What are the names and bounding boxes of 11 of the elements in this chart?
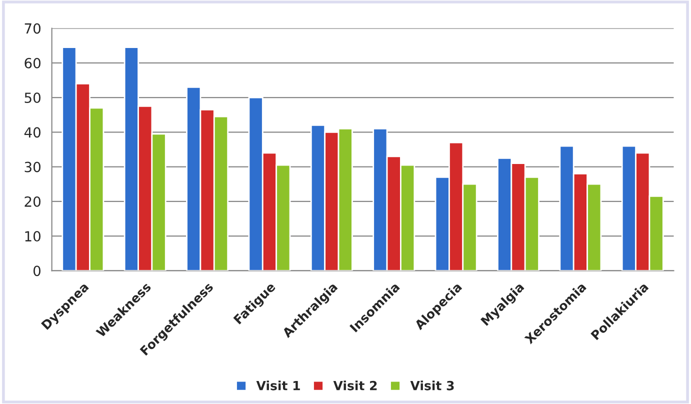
y-tick-label: 0 [33, 266, 40, 276]
legend-label: Visit 3 [410, 380, 454, 390]
legend-label: Visit 2 [333, 380, 377, 390]
y-tick-label: 20 [24, 196, 40, 207]
legend-label: Visit 1 [256, 380, 300, 390]
y-tick-label: 60 [24, 58, 40, 68]
y-tick-label: 40 [24, 127, 40, 138]
y-tick-label: 70 [24, 23, 40, 34]
y-tick-label: 50 [24, 92, 40, 104]
y-tick-label: 30 [24, 162, 40, 172]
y-tick-label: 10 [25, 231, 40, 242]
